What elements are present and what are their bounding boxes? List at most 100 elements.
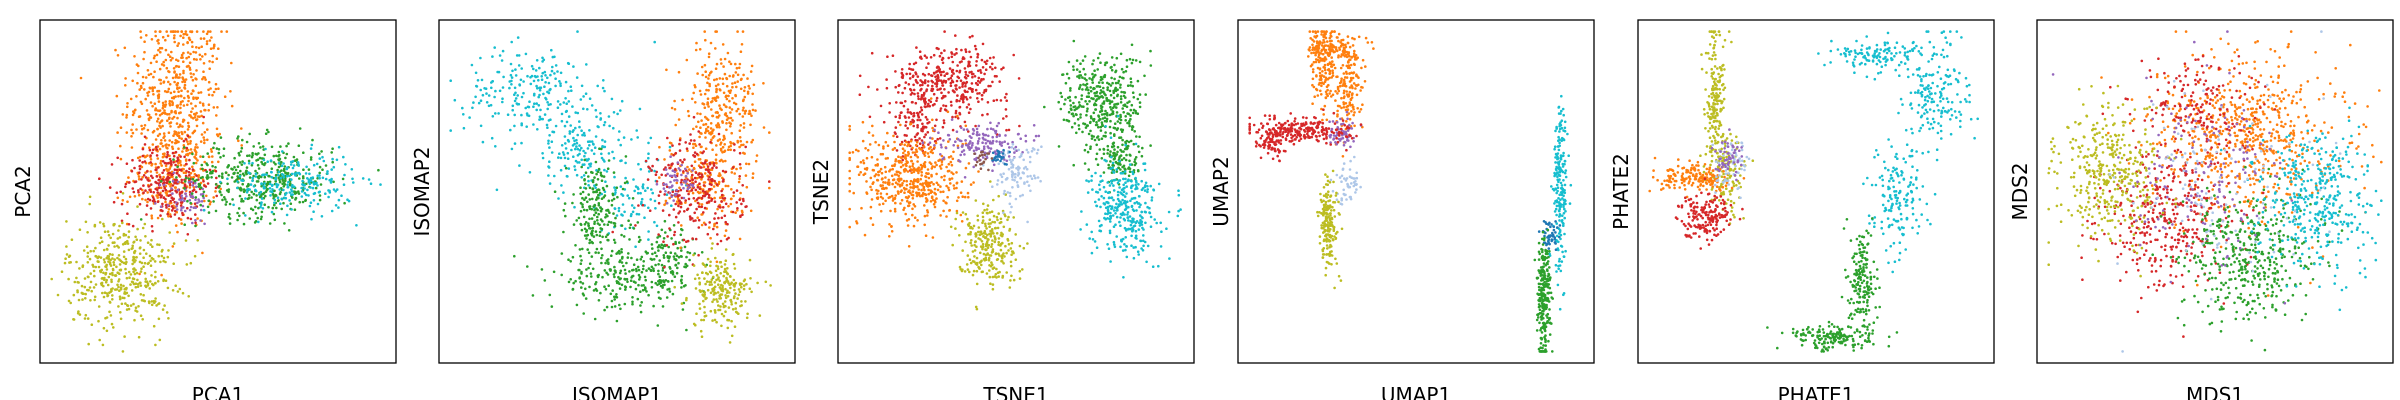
scatter-point: [154, 108, 157, 112]
scatter-point: [107, 260, 110, 263]
scatter-point: [573, 139, 576, 143]
scatter-point: [743, 86, 747, 89]
scatter-point: [173, 90, 176, 94]
scatter-point: [343, 201, 346, 205]
scatter-point: [706, 165, 710, 168]
scatter-point: [576, 147, 580, 151]
scatter-point: [965, 98, 969, 101]
scatter-point: [263, 186, 266, 190]
scatter-point: [168, 116, 171, 120]
scatter-point: [93, 224, 97, 228]
scatter-point: [743, 89, 746, 93]
scatter-point: [215, 133, 219, 136]
scatter-point: [332, 165, 336, 169]
scatter-point: [915, 46, 918, 49]
scatter-point: [727, 148, 730, 151]
scatter-point: [623, 302, 627, 306]
scatter-point: [949, 100, 953, 104]
scatter-point: [176, 290, 180, 293]
scatter-point: [620, 99, 624, 103]
scatter-point: [677, 212, 680, 215]
scatter-point: [586, 108, 589, 111]
scatter-point: [682, 170, 685, 173]
scatter-point: [580, 84, 584, 88]
scatter-point: [877, 173, 880, 177]
scatter-point: [688, 142, 691, 145]
scatter-point: [736, 297, 739, 300]
scatter-point: [186, 134, 190, 138]
scatter-point: [596, 208, 599, 212]
scatter-point: [956, 94, 959, 97]
scatter-point: [738, 163, 742, 166]
scatter-point: [911, 151, 915, 154]
scatter-point: [870, 155, 874, 159]
scatter-point: [318, 165, 322, 169]
scatter-point: [705, 280, 709, 283]
scatter-point: [730, 303, 733, 306]
scatter-point: [522, 80, 525, 83]
scatter-point: [588, 162, 591, 166]
scatter-point: [713, 196, 716, 200]
scatter-point: [116, 131, 119, 134]
scatter-point: [1005, 99, 1008, 102]
scatter-point: [924, 175, 928, 179]
scatter-point: [992, 56, 995, 59]
scatter-point: [312, 163, 316, 167]
scatter-point: [718, 104, 721, 107]
scatter-point: [277, 159, 281, 162]
scatter-point: [932, 203, 936, 206]
scatter-point: [134, 309, 137, 312]
scatter-point: [276, 196, 280, 199]
scatter-point: [331, 147, 334, 150]
scatter-point: [177, 134, 181, 138]
scatter-point: [172, 206, 175, 210]
scatter-point: [98, 177, 101, 180]
scatter-point: [673, 275, 677, 278]
scatter-point: [586, 140, 590, 143]
scatter-point: [665, 183, 668, 186]
scatter-point: [510, 76, 514, 79]
scatter-point: [98, 338, 101, 342]
scatter-point: [639, 290, 642, 294]
scatter-point: [157, 96, 160, 100]
scatter-point: [722, 274, 725, 278]
scatter-point: [634, 281, 637, 284]
scatter-point: [916, 219, 919, 222]
scatter-point: [862, 159, 865, 162]
scatter-point: [698, 302, 701, 306]
scatter-point: [197, 46, 201, 50]
scatter-point: [185, 263, 189, 266]
scatter-point: [900, 68, 904, 71]
scatter-point: [261, 173, 265, 177]
scatter-point: [631, 302, 634, 306]
scatter-point: [90, 323, 94, 327]
scatter-point: [600, 261, 603, 265]
scatter-point: [682, 186, 685, 190]
scatter-point: [698, 158, 702, 161]
scatter-point: [723, 197, 727, 200]
scatter-point: [718, 125, 721, 129]
scatter-point: [974, 47, 978, 51]
scatter-point: [147, 300, 151, 303]
scatter-point: [956, 114, 959, 118]
scatter-point: [196, 146, 199, 149]
scatter-point: [145, 252, 148, 255]
scatter-point: [526, 74, 529, 78]
scatter-point: [187, 96, 190, 99]
scatter-point: [139, 187, 142, 191]
scatter-point: [520, 141, 523, 145]
scatter-point: [967, 162, 971, 165]
scatter-point: [500, 59, 504, 62]
scatter-point: [721, 43, 725, 46]
scatter-point: [308, 182, 312, 186]
scatter-point: [582, 95, 585, 98]
scatter-point: [133, 260, 136, 264]
scatter-point: [211, 93, 214, 97]
scatter-point: [639, 238, 642, 242]
scatter-point: [623, 181, 627, 185]
scatter-point: [923, 193, 926, 196]
scatter-point: [615, 186, 619, 189]
scatter-point: [721, 145, 725, 149]
scatter-point: [185, 162, 188, 166]
scatter-point: [290, 178, 293, 181]
